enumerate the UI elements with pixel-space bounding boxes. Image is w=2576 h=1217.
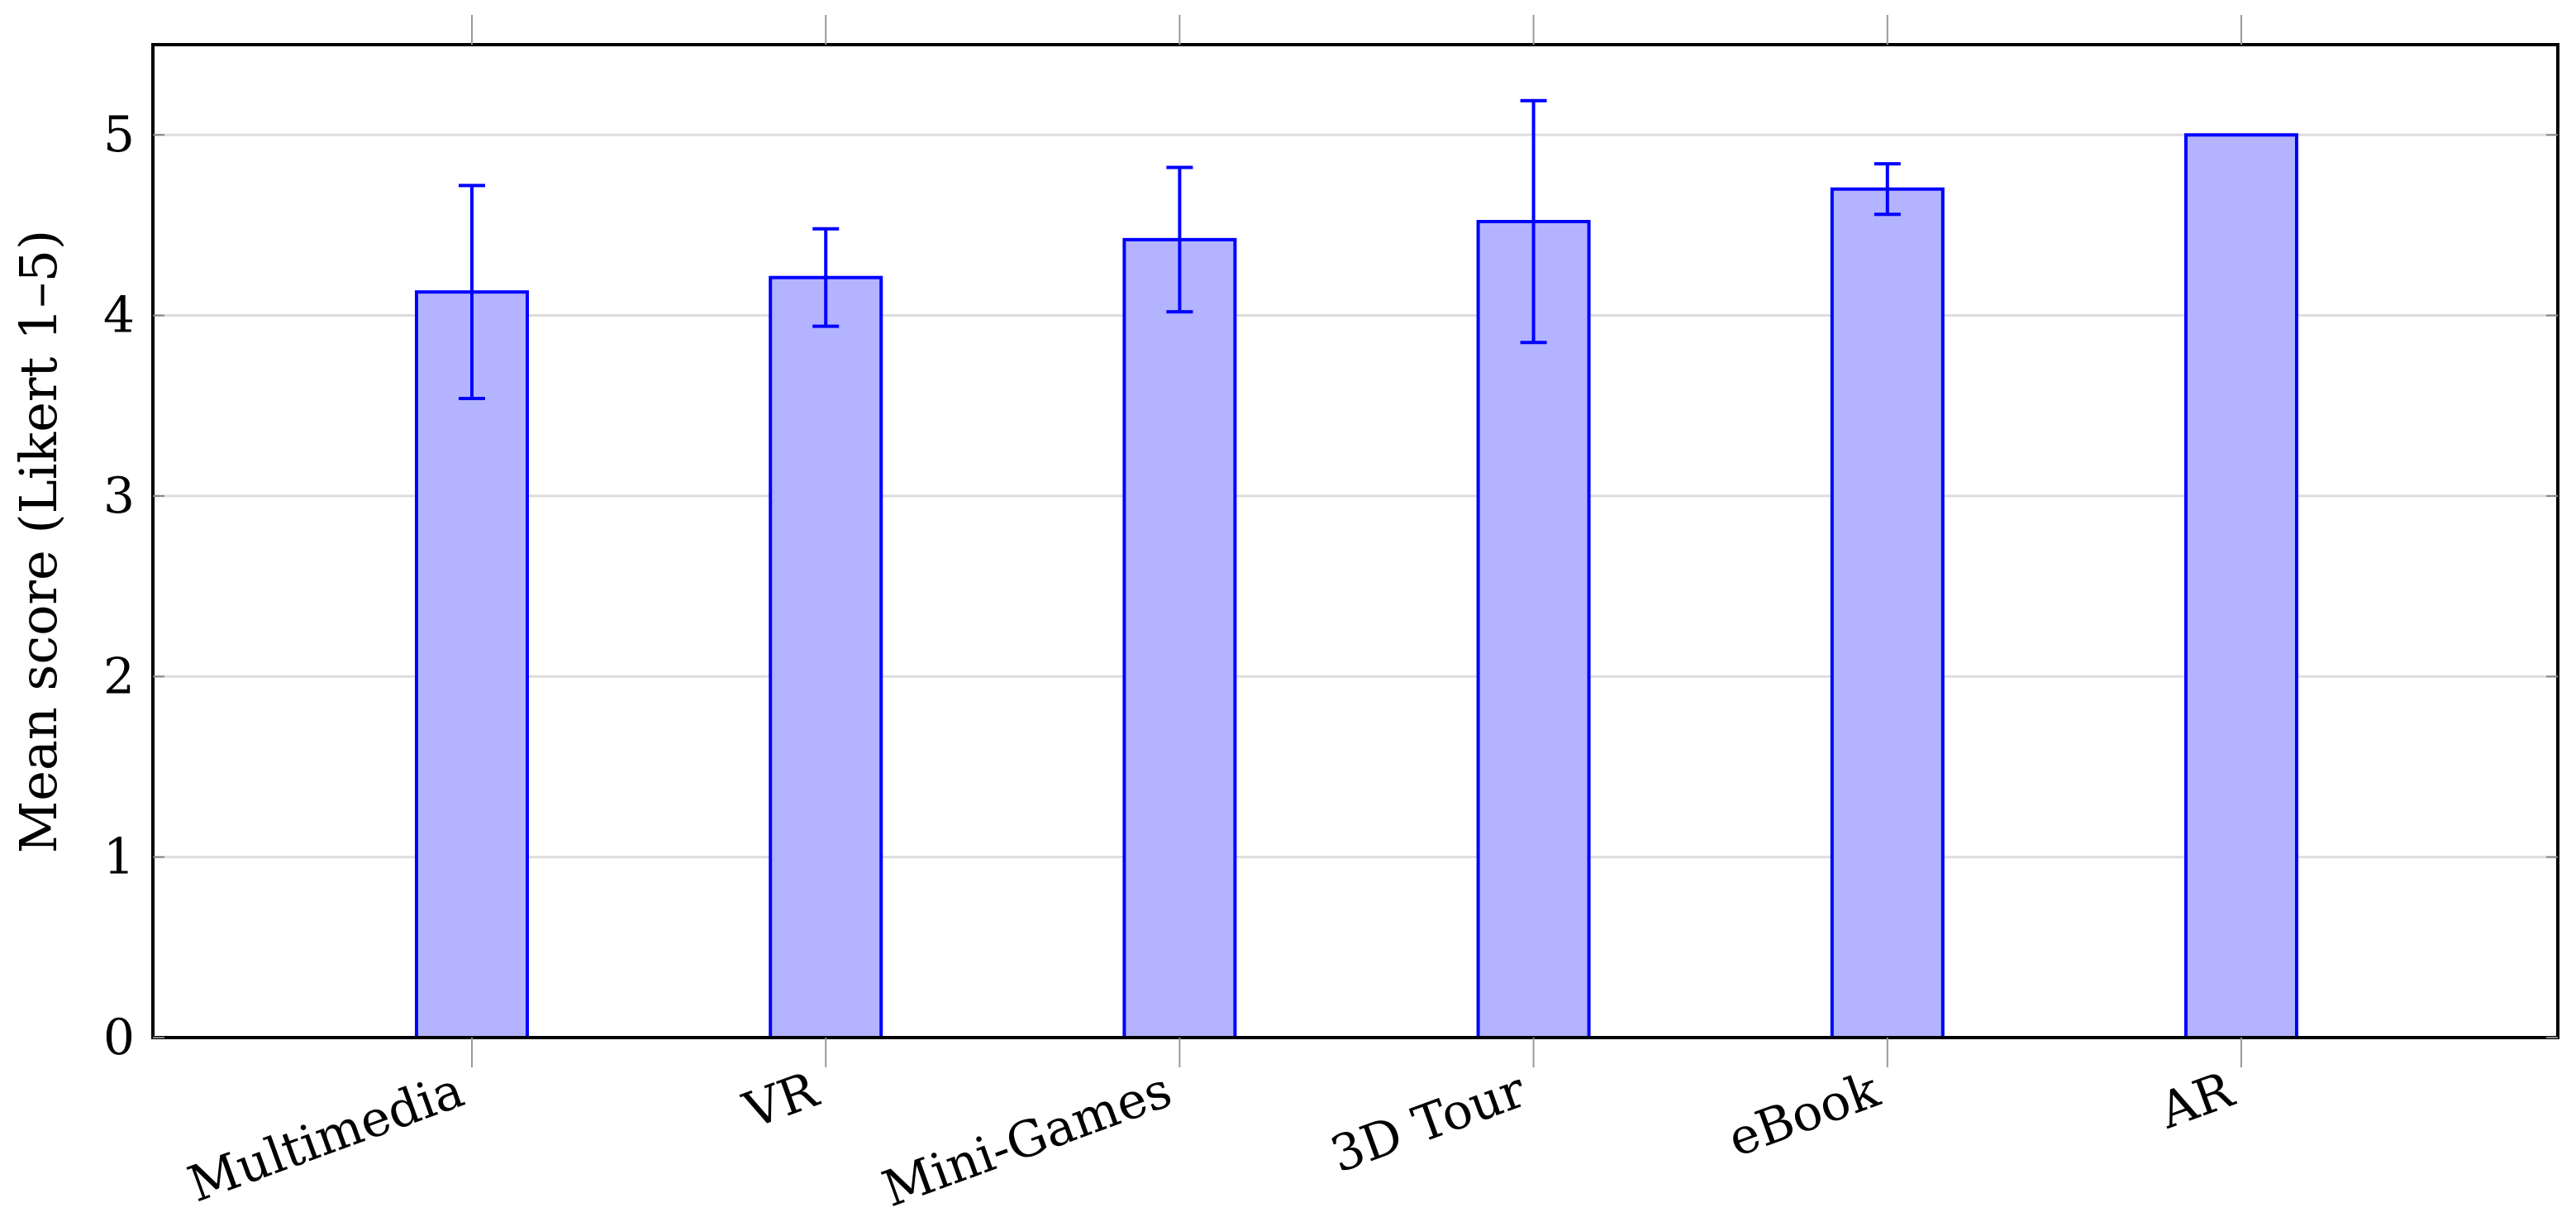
y-tick-label: 3 bbox=[103, 467, 135, 525]
y-tick-label: 5 bbox=[103, 106, 135, 164]
error-bars bbox=[459, 98, 1901, 400]
x-tick-label: eBook bbox=[1721, 1061, 1887, 1168]
plot-frame bbox=[151, 43, 2559, 1039]
bar bbox=[1122, 237, 1237, 1040]
bar bbox=[415, 290, 529, 1039]
bar bbox=[1830, 187, 1945, 1039]
bar bbox=[769, 275, 883, 1039]
bar bbox=[1476, 219, 1591, 1040]
y-tick-label: 0 bbox=[103, 1009, 135, 1067]
x-tick-label: 3D Tour bbox=[1323, 1061, 1533, 1184]
x-tick-label: Mini-Games bbox=[875, 1061, 1179, 1217]
y-tick-label: 4 bbox=[103, 287, 135, 345]
x-tick-label: AR bbox=[2151, 1061, 2242, 1141]
x-tick-label: Multimedia bbox=[181, 1061, 471, 1214]
y-axis-label: Mean score (Likert 1–5) bbox=[8, 230, 69, 853]
bars bbox=[415, 133, 2298, 1040]
bar bbox=[2184, 133, 2298, 1040]
y-tick-label: 2 bbox=[103, 647, 135, 705]
y-tick-label: 1 bbox=[103, 828, 135, 886]
gridlines bbox=[153, 133, 2558, 859]
x-tick-label: VR bbox=[736, 1061, 826, 1141]
